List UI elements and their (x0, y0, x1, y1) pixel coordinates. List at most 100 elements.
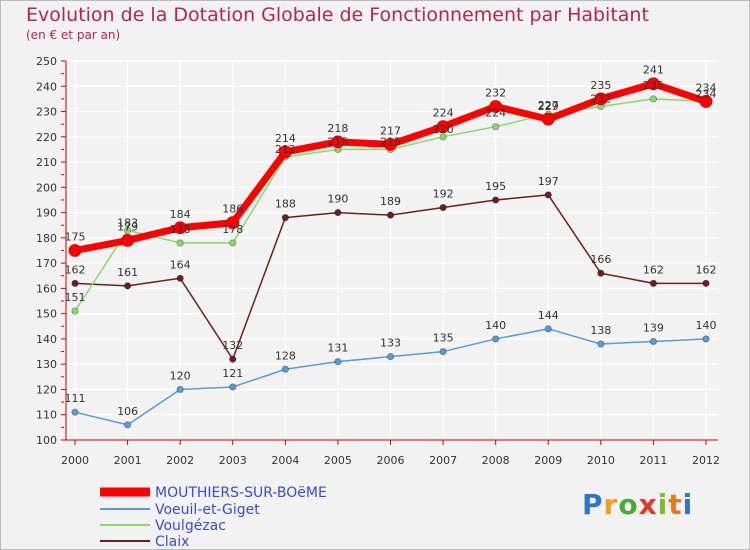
axes: 100 110 120 130 140 150 160 170 180 190 200 210 220 2… (36, 55, 720, 467)
data-label: 121 (222, 367, 243, 380)
x-tick-label: 2005 (324, 454, 352, 467)
plot-area (66, 61, 718, 440)
legend-item: Claix (100, 534, 189, 550)
data-point (331, 135, 345, 149)
y-tick-label: 170 (36, 257, 57, 270)
data-label: 229 (538, 100, 559, 113)
x-tick-label: 2010 (587, 454, 615, 467)
legend-item: Voulgézac (100, 518, 226, 534)
data-label: 235 (590, 79, 611, 92)
x-tick-label: 2006 (377, 454, 405, 467)
y-tick-label: 190 (36, 207, 57, 220)
legend-label: Voeuil-et-Giget (155, 502, 260, 518)
data-point (229, 239, 237, 247)
x-tick-label: 2008 (482, 454, 510, 467)
data-point (492, 335, 500, 343)
y-tick-label: 160 (36, 282, 57, 295)
grid-lines (66, 60, 718, 441)
data-label: 235 (643, 79, 664, 92)
data-label: 178 (222, 223, 243, 236)
data-label: 197 (538, 175, 559, 188)
x-tick-label: 2011 (639, 454, 667, 467)
data-label: 120 (170, 369, 191, 382)
legend-label: Claix (155, 534, 189, 550)
y-tick-label: 100 (36, 434, 57, 447)
data-label: 140 (696, 319, 717, 332)
data-point (541, 112, 555, 126)
x-tick-label: 2004 (271, 454, 299, 467)
y-tick-label: 250 (36, 55, 57, 68)
legend-item: MOUTHIERS-SUR-BOëME (100, 485, 327, 501)
data-point (229, 355, 237, 363)
data-point (594, 92, 608, 106)
data-label: 227 (538, 99, 559, 112)
data-label: 224 (433, 107, 454, 120)
y-tick-label: 110 (36, 409, 57, 422)
data-point (386, 353, 395, 361)
data-point (121, 233, 134, 247)
data-label: 111 (65, 392, 86, 405)
legend-label: MOUTHIERS-SUR-BOëME (155, 485, 327, 501)
data-label: 175 (65, 231, 86, 244)
data-label: 151 (65, 291, 86, 304)
data-label: 162 (65, 263, 86, 276)
x-tick-label: 2001 (114, 454, 142, 467)
data-label: 188 (275, 198, 296, 211)
x-tick-label: 2007 (429, 454, 457, 467)
data-point (123, 282, 132, 290)
data-point (699, 95, 713, 108)
data-label: 132 (222, 339, 243, 352)
data-label: 189 (380, 195, 401, 208)
data-point (597, 269, 605, 277)
data-point (702, 335, 710, 343)
data-label: 144 (538, 309, 559, 322)
data-point (278, 145, 292, 159)
data-point (386, 211, 395, 219)
chart-subtitle: (en € et par an) (26, 28, 121, 42)
proxiti-logo: Proxiti (582, 488, 694, 521)
legend: MOUTHIERS-SUR-BOëMEVoeuil-et-GigetVoulgé… (100, 485, 327, 550)
data-point (229, 383, 237, 391)
data-label: 234 (696, 81, 717, 94)
data-point (176, 385, 184, 394)
data-label: 214 (275, 132, 296, 145)
data-point (176, 274, 184, 282)
y-tick-label: 120 (36, 383, 57, 396)
data-labels: 175 179 184 186 214 218 217 224 232 227 235 241 234 1… (65, 64, 717, 418)
y-tick-label: 200 (36, 181, 57, 194)
data-label: 183 (117, 216, 138, 229)
data-label: 215 (327, 135, 348, 148)
x-tick-label: 2003 (219, 454, 247, 467)
data-point (492, 123, 500, 131)
data-label: 140 (485, 319, 506, 332)
data-point (334, 358, 342, 366)
legend-item: Voeuil-et-Giget (100, 502, 260, 518)
data-point (702, 279, 710, 287)
data-label: 166 (590, 253, 611, 266)
data-point (649, 279, 658, 287)
data-point (176, 239, 184, 247)
data-label: 184 (170, 208, 191, 221)
data-label: 161 (117, 266, 138, 279)
data-label: 241 (643, 64, 664, 77)
data-point (71, 307, 79, 315)
series-mouthiers (68, 77, 713, 257)
y-tick-label: 130 (36, 358, 57, 371)
data-label: 131 (327, 342, 348, 355)
data-point (647, 77, 660, 91)
data-point (71, 408, 79, 416)
data-label: 190 (327, 193, 348, 206)
data-label: 232 (485, 86, 506, 99)
x-tick-label: 2000 (61, 454, 89, 467)
data-point (489, 100, 503, 113)
data-point (281, 214, 289, 222)
x-tick-label: 2002 (166, 454, 194, 467)
y-tick-label: 140 (36, 333, 57, 346)
data-label: 234 (696, 87, 717, 100)
data-point (173, 221, 187, 235)
data-point (281, 365, 289, 373)
data-point (226, 216, 240, 230)
y-tick-label: 150 (36, 308, 57, 321)
data-label: 186 (222, 203, 243, 216)
